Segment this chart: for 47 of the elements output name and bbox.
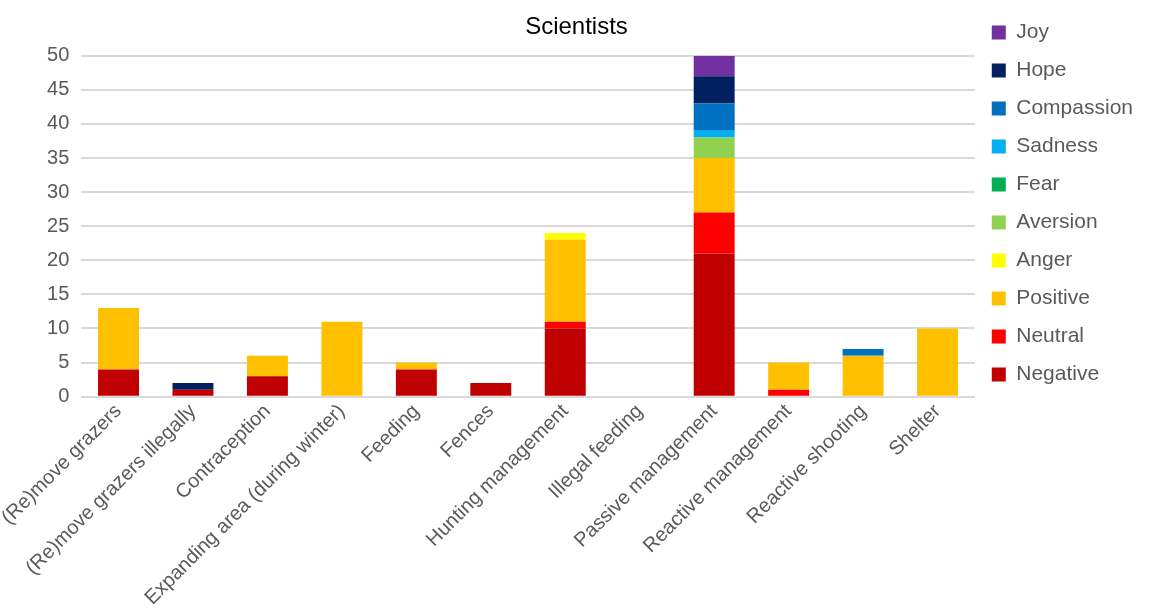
bar [246,355,288,377]
legend-label: Negative [1016,361,1100,385]
bar [544,328,586,396]
y-tick-label: 35 [47,145,70,168]
bar [917,328,959,396]
y-tick-label: 45 [47,77,70,100]
bar [842,355,884,396]
bar [172,383,214,390]
bar [693,137,735,159]
y-tick-label: 10 [47,315,70,338]
bar [693,212,735,254]
bar [693,158,735,213]
bar [321,321,363,396]
legend-label: Sadness [1016,133,1099,157]
y-tick-label: 40 [47,111,70,134]
legend-label: Anger [1016,247,1073,271]
bar [470,383,512,396]
legend-label: Fear [1016,171,1060,195]
y-tick-label: 5 [58,350,70,373]
legend-label: Hope [1016,57,1067,81]
bar [544,239,586,322]
bar [395,369,437,396]
y-tick-label: 30 [47,179,70,202]
bar [693,76,735,104]
bar [693,130,735,138]
bar [768,362,810,390]
bar [768,389,810,396]
bar [172,389,214,396]
y-tick-label: 20 [47,247,70,270]
y-tick-label: 50 [47,43,70,66]
y-tick-label: 0 [58,384,70,407]
bar [246,376,288,396]
bar [693,103,735,131]
legend-label: Neutral [1016,323,1084,347]
legend-label: Joy [1016,19,1050,43]
y-tick-label: 25 [47,213,70,236]
bar [693,55,735,77]
bar [544,233,586,240]
bar [693,253,735,396]
legend-label: Positive [1016,285,1090,309]
legend-label: Aversion [1016,209,1098,233]
legend-label: Compassion [1016,95,1134,119]
bar [842,348,884,356]
chart-title: Scientists [525,12,628,40]
bar [98,308,139,370]
bar [98,369,139,396]
y-tick-label: 15 [47,281,70,304]
